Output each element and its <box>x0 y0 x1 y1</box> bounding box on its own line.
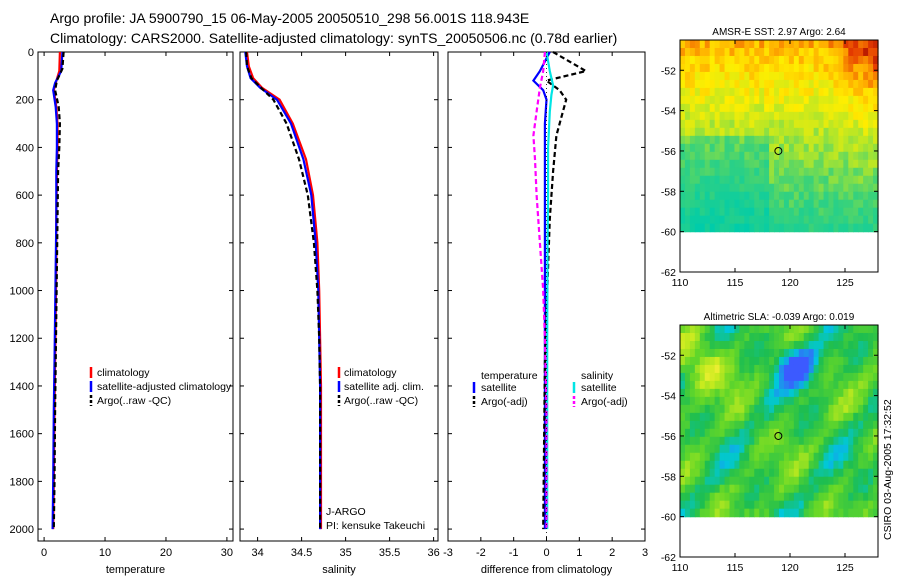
series-line-satellite-adjusted-climatology <box>51 51 64 530</box>
legend-label: Argo(..raw -QC) <box>344 395 418 407</box>
x-tick-label: 120 <box>781 277 799 289</box>
legend-label: climatology <box>344 367 397 379</box>
legend-header-salinity: salinity <box>581 370 614 382</box>
annotation-pi: PI: kensuke Takeuchi <box>326 520 425 532</box>
x-tick-label: 30 <box>221 547 233 559</box>
y-tick-label: -58 <box>661 471 676 483</box>
y-tick-label: 400 <box>16 142 34 154</box>
legend-header-temperature: temperature <box>481 370 538 382</box>
series-line-satellite-adj-clim- <box>244 51 322 530</box>
legend-label: Argo(-adj) <box>481 396 528 408</box>
panel-salinity: 34 34.5 35 35.5 36 salinity climatology satelli… <box>239 51 440 576</box>
legend-label: satellite adj. clim. <box>344 381 424 393</box>
x-axis-label: temperature <box>106 564 165 576</box>
series-line-argo-raw-qc- <box>52 51 65 530</box>
series-line-salinity-satellite <box>545 51 555 530</box>
y-tick-label: 1400 <box>10 381 34 393</box>
map-frame <box>679 39 879 273</box>
x-tick-label: 115 <box>727 277 744 289</box>
x-axis-label: salinity <box>322 564 356 576</box>
legend-label: climatology <box>97 367 150 379</box>
y-tick-label: -60 <box>661 227 676 239</box>
panel-frame <box>239 51 439 542</box>
annotation-jargo: J-ARGO <box>326 506 366 518</box>
x-tick-label: -3 <box>443 547 453 559</box>
panel-difference: -3 -2 -1 0 1 2 3 difference from climatology tem… <box>443 51 648 576</box>
y-tick-label: 200 <box>16 95 34 107</box>
x-tick-label: 0 <box>543 547 549 559</box>
y-tick-label: -62 <box>661 267 676 279</box>
y-tick-label: 2000 <box>10 524 34 536</box>
x-tick-label: 0 <box>41 547 47 559</box>
y-tick-label: -52 <box>661 65 676 77</box>
y-tick-label: -56 <box>661 146 676 158</box>
y-tick-label: -62 <box>661 552 676 564</box>
x-tick-label: 110 <box>672 562 689 574</box>
x-tick-label: 2 <box>609 547 615 559</box>
argo-location-marker <box>774 431 783 440</box>
legend-label: Argo(-adj) <box>581 396 628 408</box>
x-tick-label: 20 <box>160 547 172 559</box>
legend-label: satellite <box>481 382 517 394</box>
y-tick-label: -58 <box>661 186 676 198</box>
x-tick-label: -1 <box>509 547 519 559</box>
series-line-salinity-argo-adj- <box>532 51 548 530</box>
x-tick-label: 110 <box>672 277 689 289</box>
legend-label: satellite-adjusted climatology <box>97 381 232 393</box>
series-line-argo-raw-qc- <box>245 51 322 530</box>
y-tick-label: 0 <box>28 47 34 59</box>
x-tick-label: 35.5 <box>379 547 400 559</box>
x-axis-label: difference from climatology <box>481 564 613 576</box>
x-tick-label: 36 <box>427 547 439 559</box>
figure-title-line2: Climatology: CARS2000. Satellite-adjuste… <box>50 30 618 46</box>
x-tick-label: 1 <box>576 547 582 559</box>
panel-temperature: 0 10 20 30 0 200 400 600 800 1000 1200 1400 1600 1800… <box>10 47 234 576</box>
series-line-climatology <box>245 51 323 530</box>
map-title: AMSR-E SST: 2.97 Argo: 2.64 <box>712 27 846 38</box>
x-tick-label: 120 <box>781 562 799 574</box>
y-tick-label: 1000 <box>10 286 34 298</box>
x-tick-label: 125 <box>836 277 854 289</box>
figure-title-line1: Argo profile: JA 5900790_15 06-May-2005 … <box>50 10 530 26</box>
y-tick-label: -54 <box>661 106 676 118</box>
x-tick-label: 125 <box>836 562 854 574</box>
y-tick-label: 1600 <box>10 429 34 441</box>
y-tick-label: 800 <box>16 238 34 250</box>
map-frame <box>679 324 879 558</box>
legend-label: satellite <box>581 382 617 394</box>
y-tick-label: -52 <box>661 350 676 362</box>
credit-text: CSIRO 03-Aug-2005 17:32:52 <box>882 399 894 540</box>
y-tick-label: -60 <box>661 512 676 524</box>
x-tick-label: 10 <box>99 547 111 559</box>
argo-location-marker <box>774 146 783 155</box>
x-tick-label: 34.5 <box>291 547 312 559</box>
x-tick-label: 3 <box>642 547 648 559</box>
map-title: Altimetric SLA: -0.039 Argo: 0.019 <box>704 312 855 323</box>
x-tick-label: 115 <box>727 562 744 574</box>
y-tick-label: 1800 <box>10 476 34 488</box>
y-tick-label: 600 <box>16 190 34 202</box>
y-tick-label: 1200 <box>10 333 34 345</box>
x-tick-label: 35 <box>339 547 351 559</box>
legend-label: Argo(..raw -QC) <box>97 395 171 407</box>
x-tick-label: -2 <box>476 547 486 559</box>
x-tick-label: 34 <box>251 547 263 559</box>
y-tick-label: -54 <box>661 391 676 403</box>
y-tick-label: -56 <box>661 431 676 443</box>
panel-frame <box>37 51 234 542</box>
